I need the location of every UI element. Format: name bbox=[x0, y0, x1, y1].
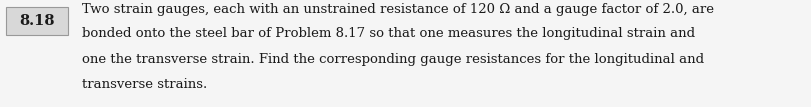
Text: 8.18: 8.18 bbox=[19, 14, 55, 28]
Text: transverse strains.: transverse strains. bbox=[82, 77, 208, 91]
Text: one the transverse strain. Find the corresponding gauge resistances for the long: one the transverse strain. Find the corr… bbox=[82, 53, 704, 65]
Text: Two strain gauges, each with an unstrained resistance of 120 Ω and a gauge facto: Two strain gauges, each with an unstrain… bbox=[82, 2, 714, 16]
FancyBboxPatch shape bbox=[6, 7, 68, 35]
Text: bonded onto the steel bar of Problem 8.17 so that one measures the longitudinal : bonded onto the steel bar of Problem 8.1… bbox=[82, 27, 695, 41]
